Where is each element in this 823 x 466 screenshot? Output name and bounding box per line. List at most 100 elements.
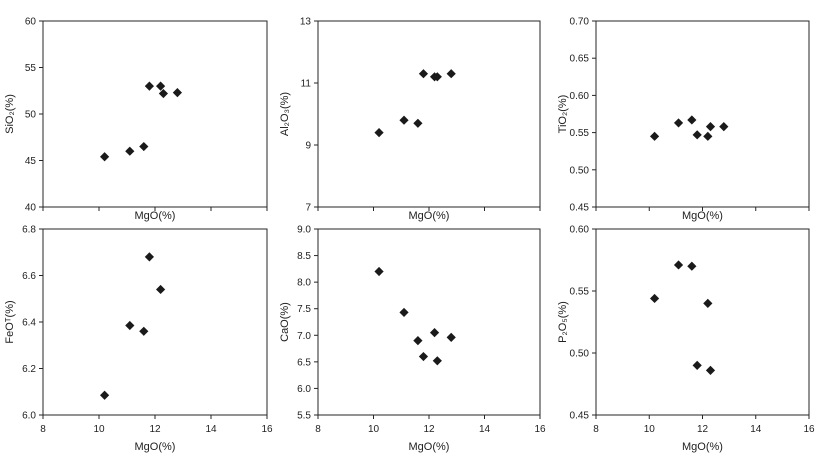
- data-point: [156, 81, 166, 91]
- y-tick-label: 5.5: [297, 411, 311, 422]
- y-tick-label: 11: [301, 79, 312, 90]
- y-tick-label: 13: [300, 17, 312, 28]
- x-tick-label: 14: [479, 424, 491, 435]
- y-tick-label: 6.0: [22, 411, 36, 422]
- x-axis-title: MgO(%): [409, 210, 450, 222]
- y-tick-label: 0.65: [570, 54, 590, 65]
- x-axis-title: MgO(%): [409, 441, 450, 453]
- x-tick-label: 8: [40, 424, 46, 435]
- plot-frame: [42, 20, 268, 208]
- data-point: [687, 115, 697, 125]
- data-point: [172, 88, 182, 98]
- data-point: [687, 261, 697, 271]
- y-axis-title: Al₂O₃(%): [279, 92, 291, 136]
- y-axis-title: SiO₂(%): [4, 94, 16, 134]
- data-point: [432, 72, 442, 82]
- data-point: [156, 284, 166, 295]
- data-point: [374, 128, 384, 138]
- y-tick-label: 0.55: [570, 287, 590, 298]
- data-point: [413, 336, 423, 346]
- plot-frame: [595, 20, 810, 208]
- x-axis-title: MgO(%): [682, 441, 723, 453]
- data-point: [673, 118, 684, 128]
- scatter-panel-2: 7 9 11 13 MgO(%) Al₂O₃(%): [279, 17, 541, 222]
- y-tick-label: 6.8: [22, 225, 36, 236]
- data-point: [703, 131, 713, 141]
- y-tick-label: 0.60: [570, 91, 590, 102]
- data-point: [144, 252, 154, 262]
- y-tick-label: 9: [305, 141, 311, 152]
- data-point: [692, 130, 702, 140]
- x-axis-title: MgO(%): [135, 210, 176, 222]
- x-axis-title: MgO(%): [682, 210, 723, 222]
- x-tick-label: 10: [368, 424, 380, 435]
- data-point: [649, 131, 660, 141]
- y-tick-label: 40: [25, 203, 37, 214]
- y-tick-label: 0.45: [570, 411, 590, 422]
- y-tick-label: 60: [25, 17, 37, 28]
- y-axis-title: P₂O₅(%): [557, 301, 569, 343]
- y-tick-label: 0.55: [570, 128, 590, 139]
- data-point: [705, 122, 716, 132]
- y-tick-label: 55: [25, 63, 37, 74]
- y-tick-label: 7: [305, 203, 311, 214]
- data-point: [649, 293, 660, 304]
- y-tick-label: 7.0: [297, 331, 311, 342]
- scatter-panel-4: 6.0 6.2 6.4 6.6 6.8 8 10 12 14 16 MgO(%) FeOᵀ(%): [4, 225, 273, 454]
- y-axis-title: FeOᵀ(%): [4, 300, 16, 343]
- x-tick-label: 12: [149, 424, 161, 435]
- data-point: [429, 328, 440, 338]
- x-tick-label: 16: [534, 424, 546, 435]
- y-tick-label: 0.60: [570, 225, 590, 236]
- y-tick-label: 50: [25, 110, 37, 121]
- data-point: [125, 146, 135, 156]
- plot-frame: [595, 228, 810, 416]
- y-tick-label: 0.45: [570, 203, 590, 214]
- data-point: [399, 307, 409, 318]
- y-tick-label: 9.0: [297, 225, 311, 236]
- y-tick-label: 6.4: [22, 318, 36, 329]
- y-tick-label: 6.2: [22, 364, 36, 375]
- data-point: [125, 320, 135, 331]
- data-point: [100, 152, 110, 162]
- plot-frame: [42, 228, 268, 416]
- data-point: [673, 260, 684, 270]
- plot-frame: [317, 20, 541, 208]
- data-point: [139, 141, 149, 152]
- data-point: [719, 122, 729, 132]
- scatter-panel-5: 5.5 6.0 6.5 7.0 7.5 8.0 8.5 9.0 8 10 12 14 16 MgO(%) C…: [279, 225, 546, 454]
- data-point: [399, 115, 409, 125]
- data-point: [418, 69, 429, 79]
- y-tick-label: 0.70: [570, 17, 590, 28]
- x-tick-label: 16: [803, 424, 815, 435]
- x-tick-label: 14: [205, 424, 217, 435]
- data-point: [144, 81, 154, 91]
- scatter-panel-6: 0.45 0.50 0.55 0.60 8 10 12 14 16 MgO(%) P₂O₅(%): [557, 225, 815, 454]
- x-tick-label: 12: [423, 424, 435, 435]
- data-point: [413, 118, 423, 128]
- data-point: [446, 69, 456, 79]
- x-tick-label: 8: [593, 424, 599, 435]
- plot-frame: [317, 228, 541, 416]
- x-axis-title: MgO(%): [135, 441, 176, 453]
- data-point: [374, 266, 384, 277]
- data-point: [158, 88, 168, 99]
- data-point: [100, 390, 110, 400]
- data-point: [139, 326, 149, 336]
- y-tick-label: 8.5: [297, 251, 311, 262]
- y-tick-label: 6.5: [297, 357, 311, 368]
- x-tick-label: 8: [315, 424, 321, 435]
- x-tick-label: 10: [93, 424, 105, 435]
- x-tick-label: 10: [644, 424, 656, 435]
- data-point: [432, 356, 442, 366]
- data-point: [692, 360, 702, 370]
- y-tick-label: 0.50: [570, 349, 590, 360]
- scatter-panel-3: 0.45 0.50 0.55 0.60 0.65 0.70 MgO(%) TiO₂(%): [557, 17, 810, 222]
- y-tick-label: 6.0: [297, 384, 311, 395]
- x-tick-label: 14: [750, 424, 762, 435]
- y-axis-title: TiO₂(%): [557, 95, 569, 134]
- data-point: [418, 351, 429, 362]
- data-point: [446, 332, 456, 343]
- y-tick-label: 7.5: [297, 304, 311, 315]
